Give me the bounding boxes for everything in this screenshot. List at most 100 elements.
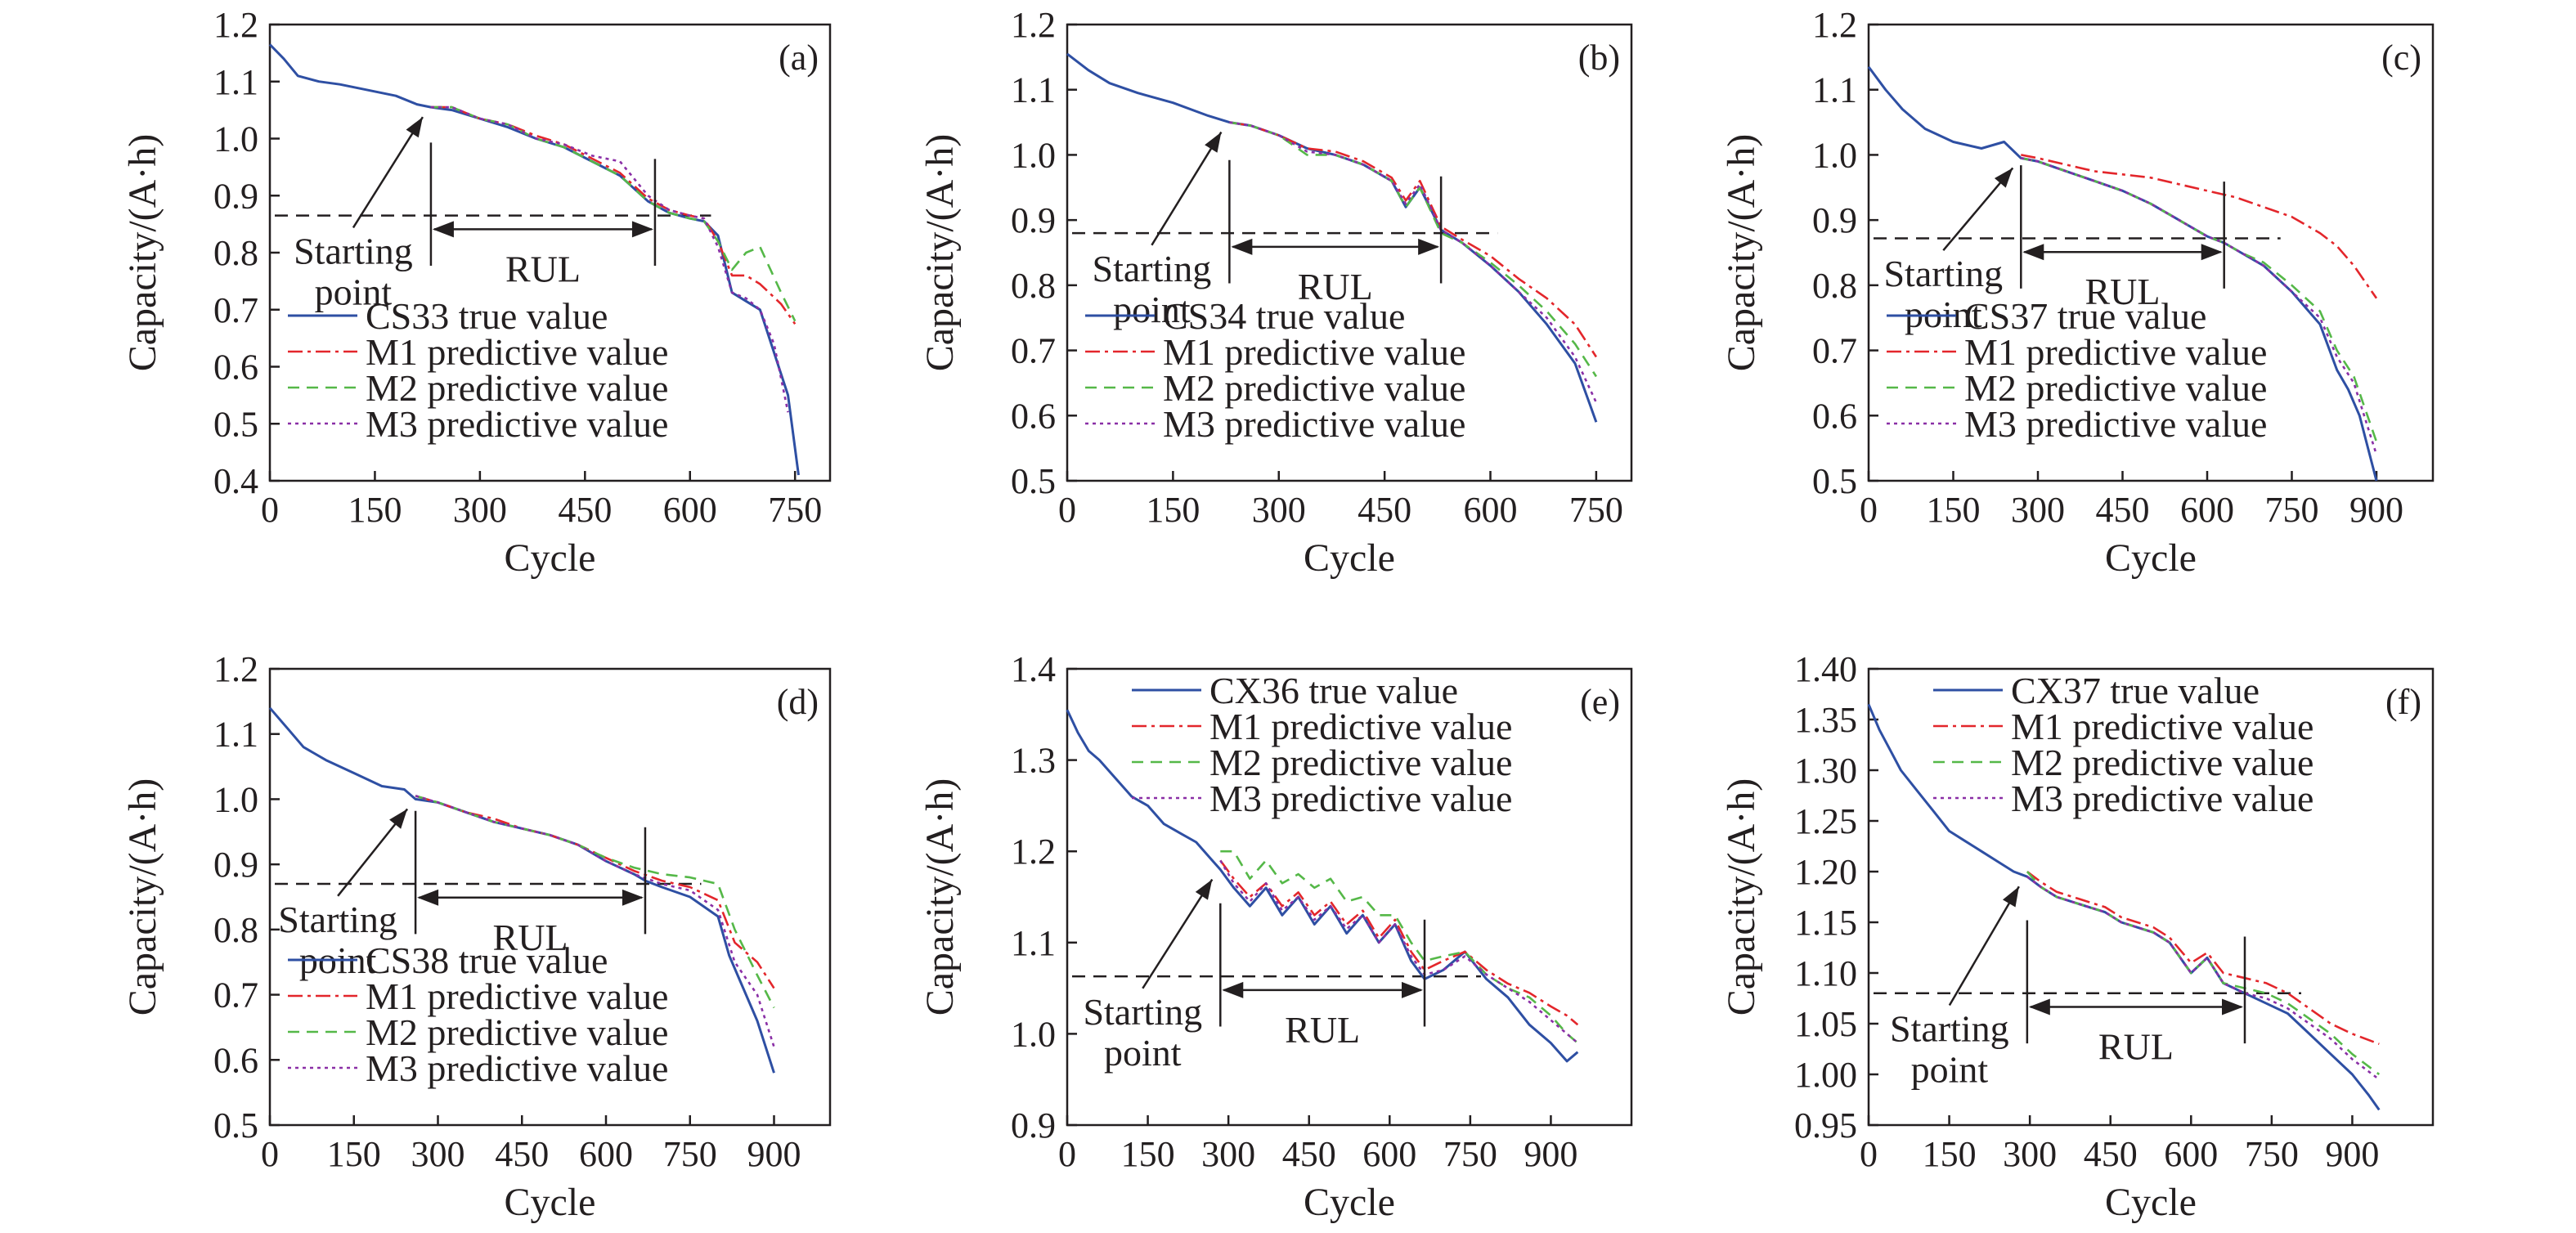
chart-panel: 0 150 300 450 600 750 0.4 0.5 0.6 0.7 0.8 0.9 1.0 1.1… (121, 5, 832, 580)
x-tick-label: 150 (327, 1134, 381, 1174)
x-tick-label: 150 (1121, 1134, 1175, 1174)
y-tick-label: 0.4 (213, 461, 258, 501)
x-tick-label: 0 (1860, 490, 1878, 530)
x-tick-label: 0 (261, 1134, 279, 1174)
x-tick-label: 600 (663, 490, 717, 530)
x-tick-label: 600 (1362, 1134, 1416, 1174)
x-axis-label: Cycle (505, 536, 596, 580)
x-tick-label: 300 (1252, 490, 1306, 530)
y-axis-label: Capacity/(A·h) (121, 134, 164, 372)
rul-label: RUL (2085, 271, 2161, 312)
x-tick-label: 600 (1464, 490, 1518, 530)
y-tick-label: 0.5 (1812, 461, 1857, 501)
y-tick-label: 0.9 (1011, 200, 1056, 240)
y-tick-label: 1.30 (1794, 751, 1857, 791)
rul-label: RUL (1298, 266, 1373, 307)
y-tick-label: 1.0 (213, 779, 258, 819)
x-tick-label: 600 (2164, 1134, 2218, 1174)
starting-point-arrow-head (2002, 886, 2019, 908)
y-tick-label: 1.2 (1011, 832, 1056, 872)
legend-label: CS33 true value (366, 295, 608, 337)
x-tick-label: 300 (453, 490, 507, 530)
y-tick-label: 0.6 (213, 1040, 258, 1080)
starting-point-label: Starting (294, 230, 413, 271)
legend-label: M3 predictive value (366, 1047, 668, 1089)
legend-label: CS38 true value (366, 939, 608, 981)
y-tick-label: 0.8 (1812, 266, 1857, 306)
x-tick-label: 300 (1201, 1134, 1255, 1174)
starting-point-arrow (1948, 886, 2020, 1007)
panel-label: (f) (2385, 682, 2421, 722)
x-axis-label: Cycle (2105, 536, 2197, 580)
starting-point-arrow-head (1195, 879, 1213, 900)
series-line-M2 (2026, 871, 2381, 1076)
y-tick-label: 0.95 (1794, 1105, 1857, 1146)
x-tick-label: 0 (1058, 1134, 1076, 1174)
plot-frame (1066, 667, 1633, 1127)
chart-panel: 0 150 300 450 600 750 900 0.5 0.6 0.7 0.8 0.9 1.0 1.1… (1720, 5, 2435, 580)
x-tick-label: 300 (2011, 490, 2065, 530)
x-tick-label: 750 (663, 1134, 717, 1174)
y-tick-label: 1.15 (1794, 903, 1857, 943)
y-tick-label: 1.0 (213, 119, 258, 159)
y-tick-label: 1.35 (1794, 700, 1857, 740)
starting-point-arrow (1151, 131, 1223, 246)
rul-label: RUL (505, 248, 581, 289)
y-tick-label: 1.2 (213, 5, 258, 45)
starting-point-label: point (1911, 1049, 1989, 1091)
y-tick-label: 0.9 (213, 176, 258, 216)
y-tick-label: 1.10 (1794, 953, 1857, 993)
legend-label: CS34 true value (1163, 295, 1405, 337)
x-tick-label: 0 (1058, 490, 1076, 530)
rul-arrow-head-left (432, 221, 454, 238)
x-tick-label: 0 (1860, 1134, 1878, 1174)
series-line-M3 (2021, 157, 2378, 455)
y-tick-label: 1.05 (1794, 1004, 1857, 1044)
legend-label: M1 predictive value (366, 975, 668, 1017)
x-tick-label: 750 (1569, 490, 1623, 530)
legend-label: M1 predictive value (1209, 706, 1512, 747)
series-line-M2 (1220, 850, 1579, 1044)
legend-label: M1 predictive value (1964, 331, 2267, 373)
rul-arrow-head-left (2022, 244, 2044, 261)
panel-label: (b) (1578, 38, 1620, 78)
legend-label: M3 predictive value (2011, 778, 2313, 819)
x-tick-label: 450 (495, 1134, 549, 1174)
rul-arrow-head-left (1231, 238, 1253, 255)
y-tick-label: 0.5 (213, 404, 258, 444)
x-tick-label: 750 (768, 490, 822, 530)
starting-point-label: Starting (1890, 1008, 2009, 1050)
x-tick-label: 750 (2265, 490, 2319, 530)
rul-arrow-head-right (1418, 238, 1440, 255)
x-tick-label: 150 (348, 490, 402, 530)
x-tick-label: 450 (2084, 1134, 2138, 1174)
starting-point-arrow (352, 116, 424, 229)
x-tick-label: 450 (1282, 1134, 1336, 1174)
y-tick-label: 0.8 (213, 233, 258, 273)
legend-label: M2 predictive value (366, 367, 668, 409)
x-tick-label: 0 (261, 490, 279, 530)
panel-label: (d) (777, 682, 819, 722)
starting-point-label: Starting (1883, 253, 2003, 294)
y-tick-label: 1.25 (1794, 801, 1857, 841)
y-tick-label: 0.6 (1812, 396, 1857, 436)
x-tick-label: 450 (2096, 490, 2150, 530)
y-tick-label: 0.6 (213, 347, 258, 388)
x-tick-label: 750 (1443, 1134, 1497, 1174)
y-tick-label: 1.20 (1794, 852, 1857, 892)
series-line-M2 (415, 795, 775, 1009)
series-line-M1 (430, 105, 797, 325)
series-line-M2 (430, 105, 797, 322)
chart-panel: 0 150 300 450 600 750 900 0.95 1.00 1.05 1.10 1.15 1… (1720, 649, 2435, 1224)
panel-label: (a) (779, 38, 819, 78)
y-tick-label: 1.0 (1812, 135, 1857, 175)
series-line-M3 (2026, 876, 2381, 1081)
legend-label: M2 predictive value (366, 1011, 668, 1053)
x-tick-label: 750 (2245, 1134, 2299, 1174)
legend-label: M3 predictive value (1964, 403, 2267, 445)
rul-arrow-head-left (417, 889, 439, 906)
legend-label: CS37 true value (1964, 295, 2206, 337)
y-tick-label: 1.00 (1794, 1055, 1857, 1095)
x-tick-label: 900 (747, 1134, 801, 1174)
